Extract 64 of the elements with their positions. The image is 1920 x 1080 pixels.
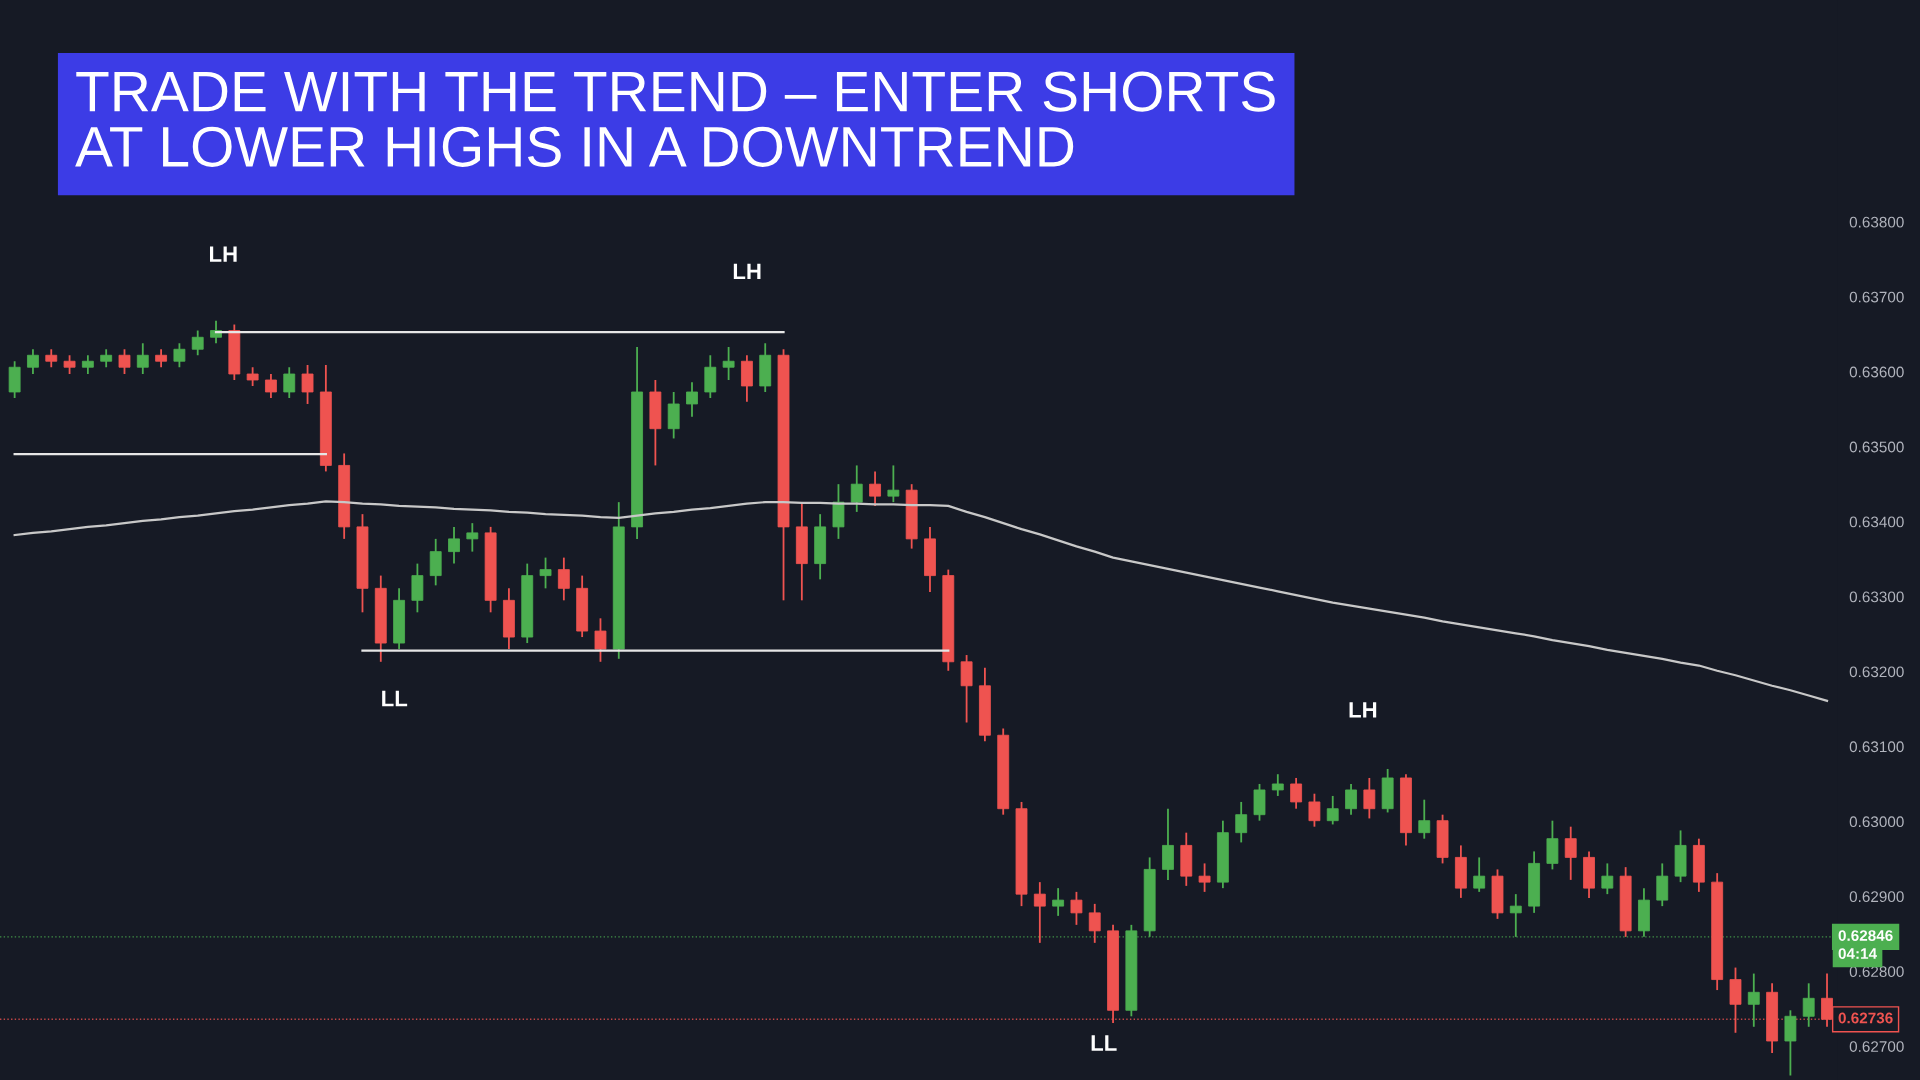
- annotation: LL: [1091, 1035, 1117, 1051]
- y-tick-label: 0.63300: [1849, 591, 1904, 603]
- ref-line-label: 0.62736: [1838, 1012, 1893, 1024]
- candlestick: [27, 348, 39, 375]
- candlestick: [1198, 862, 1211, 893]
- y-tick-label: 0.63400: [1849, 516, 1904, 528]
- candlestick: [1656, 862, 1669, 908]
- annotation: LH: [733, 263, 761, 279]
- candlestick: [246, 366, 259, 387]
- candlestick: [301, 364, 314, 405]
- text: 04:14: [1838, 948, 1877, 960]
- candlestick: [1326, 795, 1339, 826]
- candlestick: [960, 654, 973, 724]
- y-tick-label: 0.63100: [1849, 741, 1904, 753]
- candlestick: [191, 329, 204, 357]
- y-tick-label: 0.63200: [1849, 666, 1904, 678]
- candlestick: [722, 346, 735, 381]
- text: TRADE WITH THE TREND – ENTER SHORTS AT LOWER HIGHS IN A DOWNTREND: [75, 71, 1275, 167]
- candlestick: [1345, 783, 1357, 816]
- annotation: LH: [209, 246, 237, 262]
- y-tick-label: 0.63500: [1849, 441, 1904, 453]
- candlestick: [81, 354, 94, 375]
- y-tick-label: 0.62700: [1849, 1041, 1904, 1052]
- candlestick: [594, 617, 607, 663]
- candlestick: [1601, 862, 1614, 896]
- candlestick: [1088, 902, 1101, 944]
- candlestick: [887, 464, 900, 504]
- candlestick: [283, 366, 296, 399]
- candlestick: [1564, 825, 1577, 881]
- candlestick: [1271, 773, 1284, 797]
- candlestick: [63, 354, 76, 375]
- annotation: LH: [1349, 702, 1377, 718]
- candlestick: [265, 373, 277, 399]
- candlestick: [1802, 982, 1815, 1028]
- candlestick: [1473, 856, 1486, 893]
- candlestick: [118, 348, 131, 375]
- candlestick: [429, 537, 442, 587]
- candlestick: [850, 464, 863, 513]
- candlestick: [539, 556, 552, 590]
- candlestick: [1363, 777, 1376, 820]
- candlestick: [1070, 890, 1083, 926]
- candlestick: [1290, 777, 1303, 810]
- candlestick: [1308, 792, 1321, 828]
- candlestick: [1747, 972, 1760, 1028]
- candlestick: [1235, 801, 1248, 844]
- candlestick: [448, 525, 460, 565]
- candlestick: [1052, 887, 1065, 917]
- y-tick-label: 0.62800: [1849, 966, 1904, 978]
- y-tick-label: 0.63800: [1849, 216, 1904, 228]
- candlestick: [136, 342, 149, 375]
- candlestick: [686, 381, 698, 418]
- y-tick-label: 0.63000: [1849, 816, 1904, 828]
- candlestick: [557, 556, 570, 602]
- annotation: LL: [382, 690, 408, 707]
- candlestick: [466, 522, 479, 553]
- ref-line-label: 0.62846: [1838, 930, 1893, 941]
- y-tick-label: 0.63700: [1849, 291, 1904, 303]
- y-tick-label: 0.63600: [1849, 366, 1904, 378]
- candlestick: [1418, 798, 1431, 840]
- candlestick: [1162, 807, 1174, 881]
- candlestick: [173, 342, 186, 369]
- candlestick: [869, 470, 881, 507]
- candlestick: [1033, 881, 1046, 944]
- y-tick-label: 0.62900: [1849, 891, 1904, 903]
